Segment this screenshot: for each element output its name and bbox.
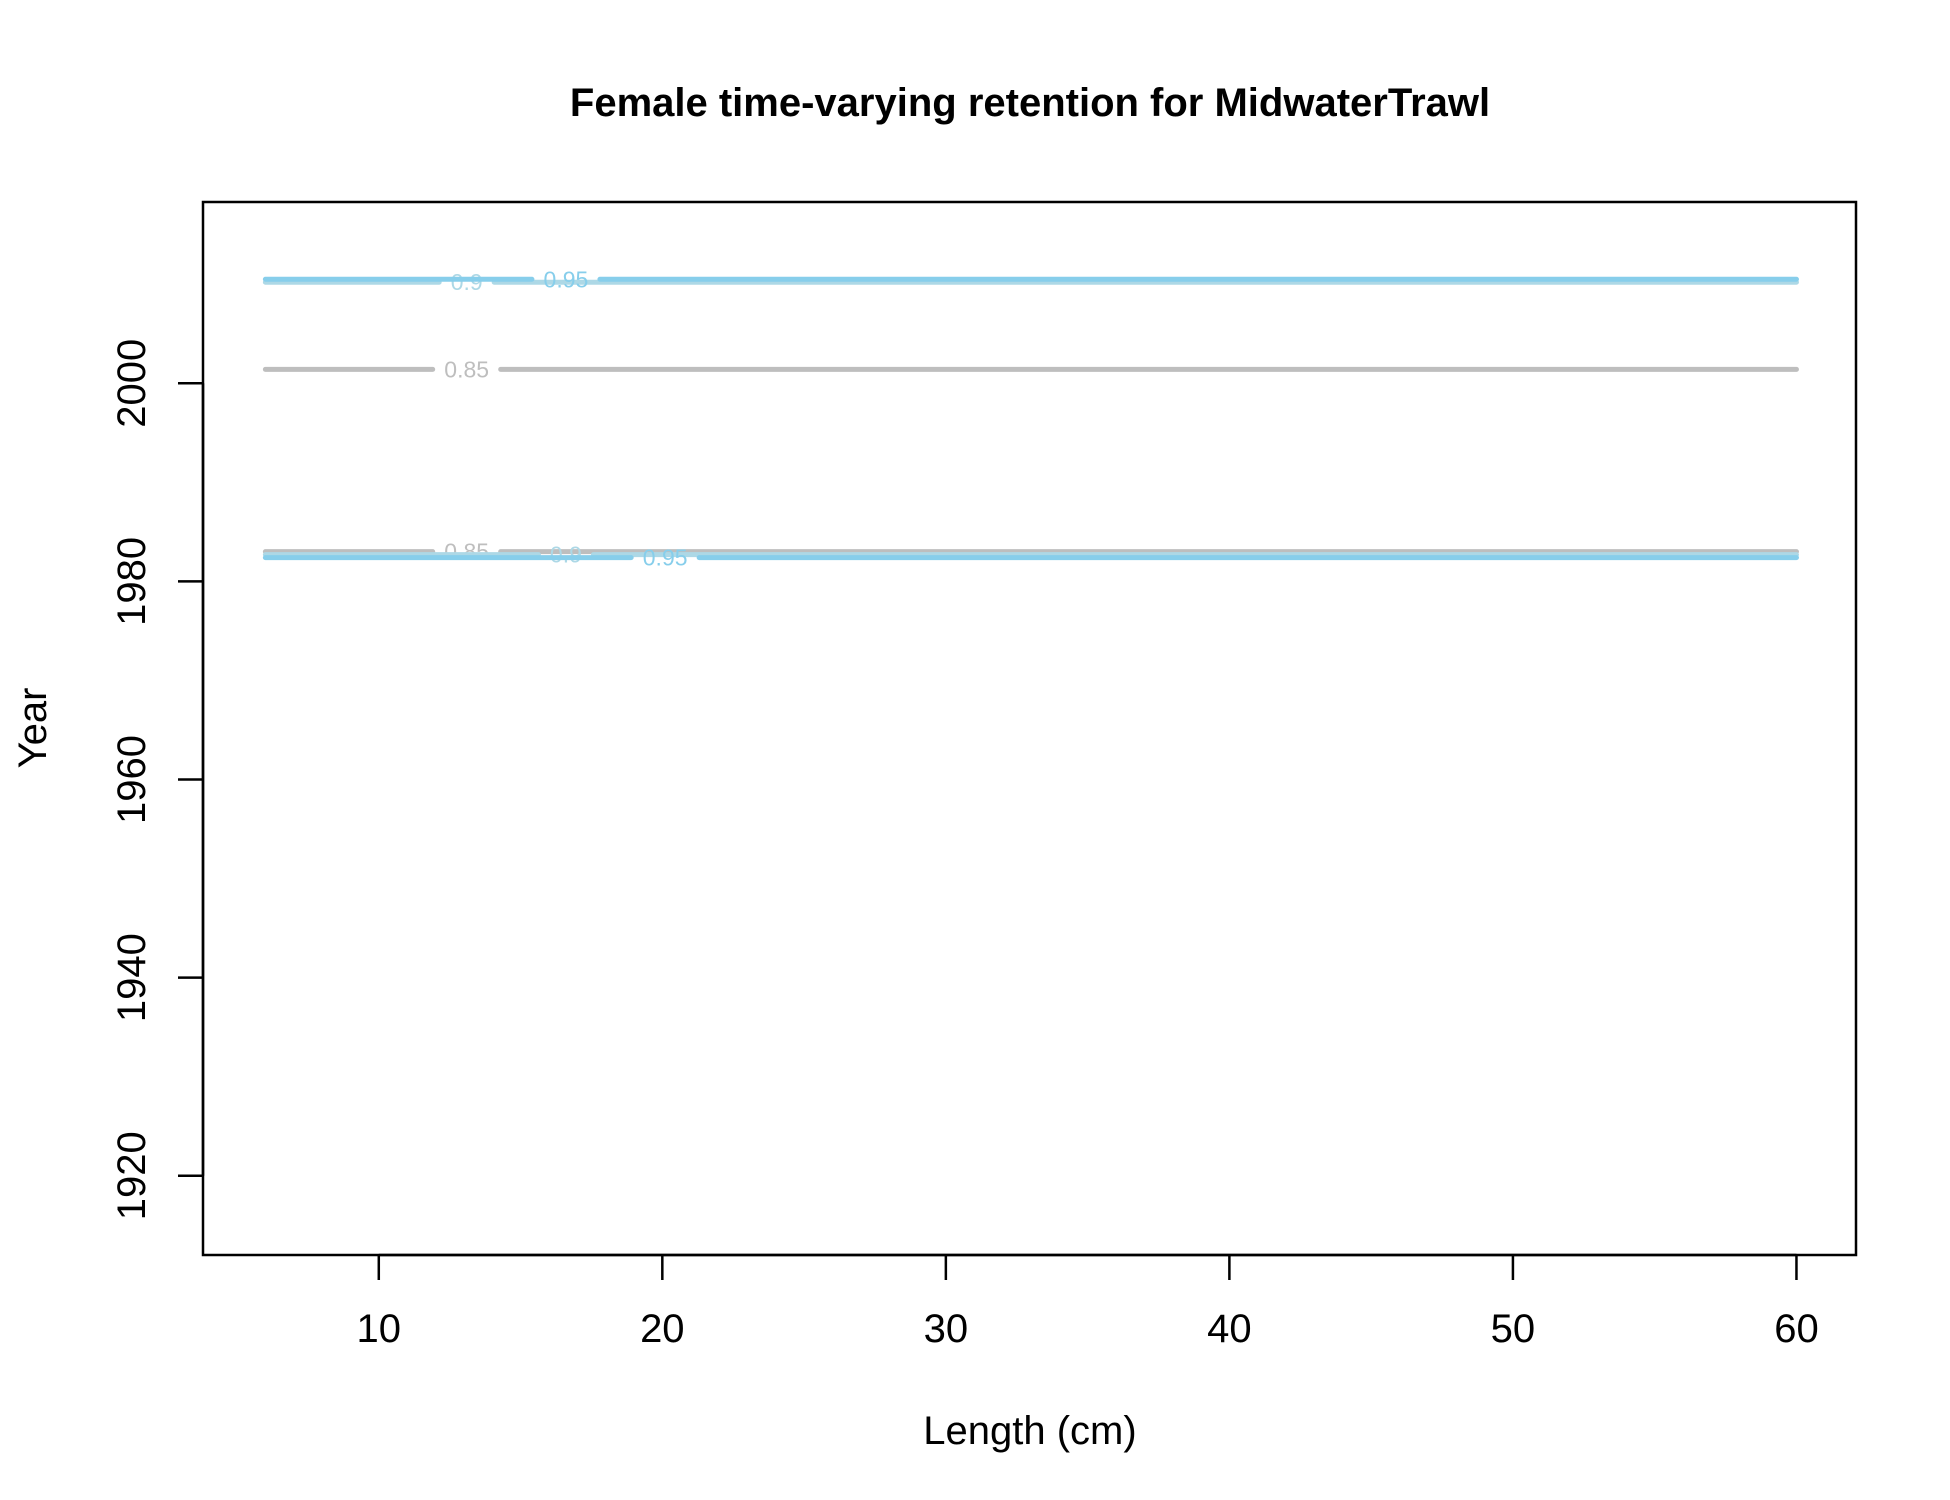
contour-label: 0.95 bbox=[643, 545, 688, 571]
contour-0.85: 0.85 bbox=[262, 539, 1799, 565]
contour-label: 0.85 bbox=[444, 539, 489, 565]
x-tick-label: 50 bbox=[1491, 1307, 1536, 1351]
contour-label: 0.95 bbox=[544, 266, 589, 292]
x-tick-label: 20 bbox=[640, 1307, 685, 1351]
y-tick-label: 2000 bbox=[110, 339, 154, 428]
x-axis-label: Length (cm) bbox=[923, 1409, 1136, 1453]
x-tick-label: 30 bbox=[924, 1307, 969, 1351]
contour-label: 0.85 bbox=[444, 356, 489, 382]
y-tick-label: 1980 bbox=[110, 537, 154, 626]
contour-0.85: 0.85 bbox=[262, 356, 1799, 382]
contour-label: 0.9 bbox=[451, 269, 483, 295]
contour-label: 0.9 bbox=[550, 542, 582, 568]
y-tick-label: 1960 bbox=[110, 735, 154, 824]
contour-0.95: 0.95 bbox=[262, 266, 1799, 292]
x-axis: 10 20 30 40 50 60 bbox=[357, 1253, 1819, 1351]
x-tick-label: 60 bbox=[1774, 1307, 1819, 1351]
y-axis: 1920 1940 1960 1980 2000 bbox=[110, 339, 205, 1220]
contour-0.9: 0.9 bbox=[262, 542, 1799, 568]
contour-0.95: 0.95 bbox=[262, 545, 1799, 571]
y-tick-label: 1940 bbox=[110, 933, 154, 1022]
chart-title: Female time-varying retention for Midwat… bbox=[570, 81, 1490, 125]
contour-lines: 0.85 0.85 0.9 0.95 0.9 0.95 bbox=[262, 266, 1799, 571]
y-tick-label: 1920 bbox=[110, 1131, 154, 1220]
contour-0.9: 0.9 bbox=[262, 269, 1799, 295]
x-tick-label: 10 bbox=[357, 1307, 402, 1351]
y-axis-label: Year bbox=[11, 688, 55, 769]
x-tick-label: 40 bbox=[1207, 1307, 1252, 1351]
